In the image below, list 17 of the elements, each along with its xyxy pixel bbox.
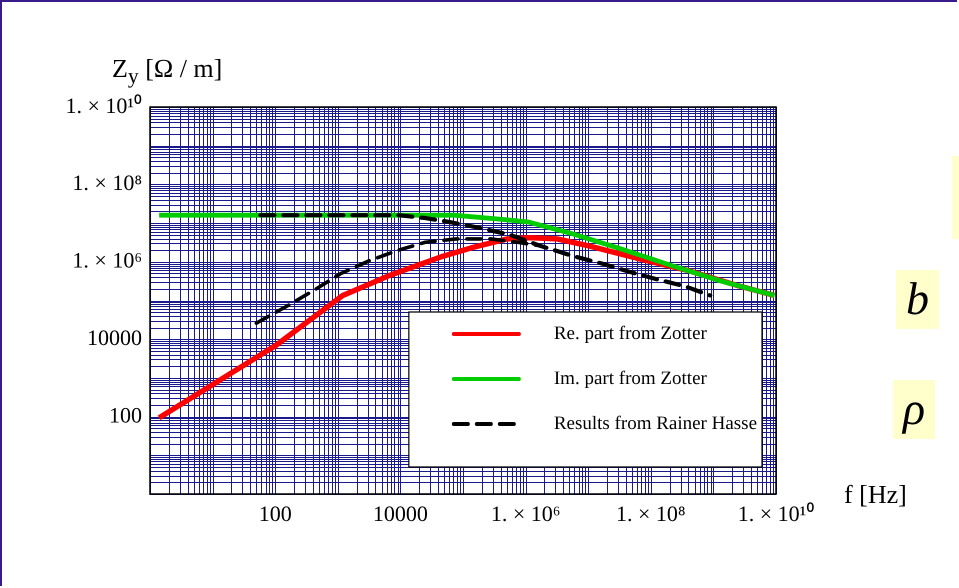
- y-tick-label: 1. × 10⁸: [72, 170, 142, 196]
- x-tick-label: 100: [258, 500, 292, 526]
- y-tick-label: 100: [109, 402, 142, 428]
- y-axis-title: Z$_{y}$ [Ω / m]: [112, 54, 222, 90]
- text: b: [896, 270, 939, 329]
- y-tick-label: 1. × 10¹⁰: [65, 92, 142, 118]
- legend-label: Im. part from Zotter: [554, 368, 708, 389]
- x-tick-label: 10000: [372, 500, 428, 526]
- y-tick-label: 1. × 10⁶: [72, 248, 142, 273]
- x-tick-label: 1. × 10⁶: [490, 500, 560, 526]
- legend-label: Re. part from Zotter: [554, 322, 708, 344]
- x-tick-label: 1. × 10⁸: [616, 500, 686, 526]
- text: ρ: [893, 380, 936, 439]
- y-tick-label: 10000: [87, 324, 142, 350]
- legend-label: Results from Rainer Hasse: [554, 412, 757, 434]
- x-axis-title: f [Hz]: [844, 480, 907, 510]
- x-tick-label: 1. × 10¹⁰: [738, 500, 814, 526]
